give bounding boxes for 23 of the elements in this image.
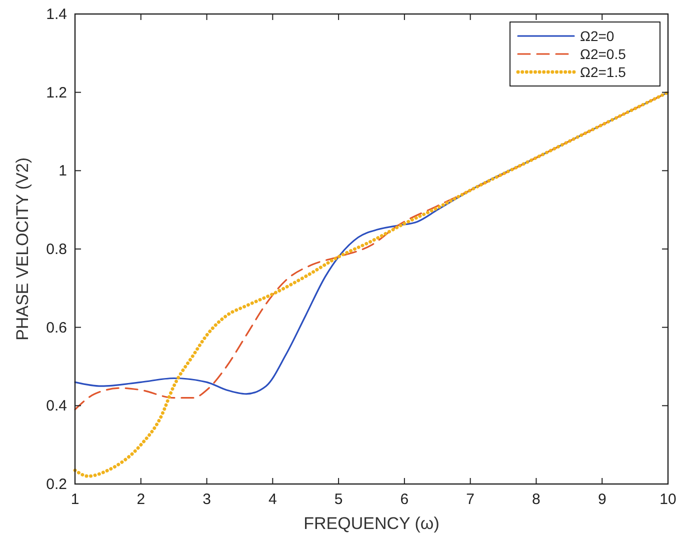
x-tick-label: 3 [202, 491, 211, 508]
x-tick-label: 7 [466, 491, 475, 508]
x-tick-label: 2 [136, 491, 146, 508]
x-tick-label: 8 [532, 491, 540, 508]
y-tick-label: 1.2 [46, 84, 67, 102]
y-tick-label: 1 [58, 162, 67, 180]
x-tick-label: 4 [268, 491, 277, 508]
legend-label: Ω2=1.5 [580, 64, 626, 80]
y-tick-label: 0.8 [46, 241, 67, 258]
y-axis-title: PHASE VELOCITY (V2) [13, 158, 32, 340]
legend-label: Ω2=0 [580, 28, 614, 44]
y-tick-label: 0.6 [46, 319, 67, 336]
y-tick-label: 0.2 [46, 476, 67, 493]
y-tick-label: 1.4 [46, 6, 67, 23]
x-tick-label: 5 [334, 491, 343, 508]
x-tick-label: 10 [660, 491, 676, 508]
x-axis-title: FREQUENCY (ω) [304, 514, 440, 533]
legend-label: Ω2=0.5 [580, 46, 626, 62]
x-tick-label: 9 [598, 491, 606, 508]
x-tick-label: 1 [70, 491, 80, 508]
line-series [73, 90, 670, 478]
x-tick-label: 6 [400, 491, 409, 508]
y-tick-label: 0.4 [46, 398, 67, 415]
